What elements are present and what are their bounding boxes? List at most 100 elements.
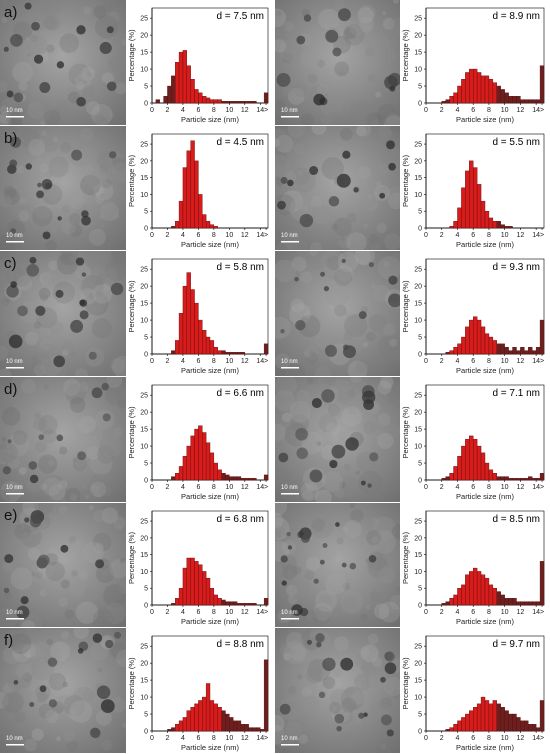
x-tick-label: 0 — [424, 609, 428, 616]
tem-texture — [377, 380, 392, 395]
mean-size-label: d = 5.5 nm — [492, 137, 540, 148]
tem-texture — [48, 464, 55, 471]
tem-texture — [27, 101, 45, 119]
nanoparticle — [386, 140, 395, 150]
histogram-bar — [492, 700, 498, 732]
histogram-bar — [225, 474, 230, 481]
tem-texture — [118, 582, 126, 594]
tem-texture — [384, 233, 401, 250]
tem-texture — [69, 700, 93, 723]
nanoparticle — [10, 34, 23, 47]
tem-image-3-1: 10 nm — [275, 377, 401, 502]
tem-texture — [52, 136, 59, 143]
nanoparticle — [53, 355, 66, 368]
x-tick-label: 10 — [225, 484, 233, 491]
tem-texture — [300, 49, 321, 69]
tem-texture — [105, 259, 126, 282]
histogram-bar — [225, 352, 230, 355]
x-axis-label: Particle size (nm) — [181, 617, 239, 626]
tem-texture — [0, 261, 14, 283]
histogram-bar — [472, 316, 478, 355]
tem-texture — [2, 186, 17, 200]
y-tick-label: 5 — [144, 209, 148, 216]
histogram-0-0: 0 5 10 15 20 25 0 2 4 6 8 10 12 14 > Percentage (%) Part… — [126, 0, 274, 125]
nanoparticle — [17, 305, 28, 317]
tem-texture — [92, 284, 113, 304]
histogram-bar — [209, 340, 215, 355]
histogram-bar — [182, 285, 188, 355]
tem-texture — [108, 11, 120, 24]
nanoparticle — [31, 21, 40, 31]
tem-texture — [83, 688, 96, 702]
y-tick-label: 25 — [140, 644, 148, 651]
tem-texture — [284, 720, 302, 738]
nanoparticle — [358, 712, 365, 719]
tem-texture — [343, 463, 351, 471]
histogram-bar — [445, 601, 450, 606]
histogram-bar — [512, 478, 517, 481]
nanoparticle — [276, 72, 291, 87]
histogram-bar — [528, 601, 533, 606]
y-tick-label: 20 — [414, 33, 422, 40]
scale-bar — [6, 493, 24, 495]
histogram-bar — [244, 101, 249, 104]
tem-texture — [95, 564, 115, 584]
histogram-bar — [496, 221, 501, 229]
tem-texture — [344, 27, 357, 40]
tem-texture — [110, 358, 126, 373]
tem-texture — [55, 147, 74, 165]
tem-texture — [360, 536, 375, 551]
histogram-bar — [504, 710, 509, 732]
histogram-bar — [484, 577, 490, 606]
histogram-bar — [260, 729, 265, 732]
y-tick-label: 20 — [414, 410, 422, 417]
histogram-bar — [480, 200, 486, 229]
histogram-bar — [504, 92, 509, 104]
histogram-bar — [480, 696, 486, 732]
x-tick-label: 12 — [517, 609, 525, 616]
tem-texture — [340, 388, 363, 410]
tem-texture — [275, 377, 298, 397]
tem-texture — [275, 526, 286, 539]
tem-texture — [42, 15, 57, 30]
tem-texture — [275, 745, 283, 753]
tem-texture — [374, 603, 390, 619]
x-tick-label: 4 — [181, 609, 185, 616]
tem-texture — [64, 487, 81, 502]
tem-texture — [90, 642, 109, 661]
x-tick-label: 12 — [517, 735, 525, 742]
tem-texture — [318, 8, 340, 30]
tem-texture — [74, 72, 91, 90]
tem-texture — [302, 205, 309, 211]
tem-texture — [396, 586, 401, 591]
nanoparticle — [4, 554, 14, 564]
tem-texture — [350, 377, 362, 384]
histogram-bar — [441, 603, 446, 606]
tem-image-1-0: 10 nm b) — [0, 126, 126, 250]
tem-texture — [82, 291, 106, 315]
y-tick-label: 5 — [144, 461, 148, 468]
tem-texture — [360, 658, 378, 676]
histogram-svg: 0 5 10 15 20 25 0 2 4 6 8 10 12 14 > Percentage (%) Part… — [127, 384, 269, 501]
tem-texture — [98, 214, 105, 221]
y-tick-label: 25 — [140, 393, 148, 400]
histogram-bar — [232, 476, 238, 481]
tem-texture — [308, 251, 319, 257]
plot-frame — [151, 133, 269, 229]
y-tick-label: 10 — [140, 444, 148, 451]
y-tick-label: 0 — [144, 101, 148, 108]
tem-texture — [347, 360, 368, 376]
x-tick-label: 14 — [532, 484, 540, 491]
histogram-bar — [194, 561, 199, 606]
y-tick-label: 20 — [414, 535, 422, 542]
tem-texture — [0, 98, 17, 115]
x-tick-label: 10 — [225, 107, 233, 114]
tem-texture — [293, 415, 298, 421]
nanoparticle — [369, 452, 379, 462]
y-tick-label: 10 — [140, 67, 148, 74]
y-tick-label: 20 — [140, 33, 148, 40]
x-tick-label: 8 — [487, 484, 491, 491]
tem-texture — [340, 731, 357, 748]
nanoparticle — [3, 587, 10, 594]
histogram-bar — [175, 724, 180, 732]
